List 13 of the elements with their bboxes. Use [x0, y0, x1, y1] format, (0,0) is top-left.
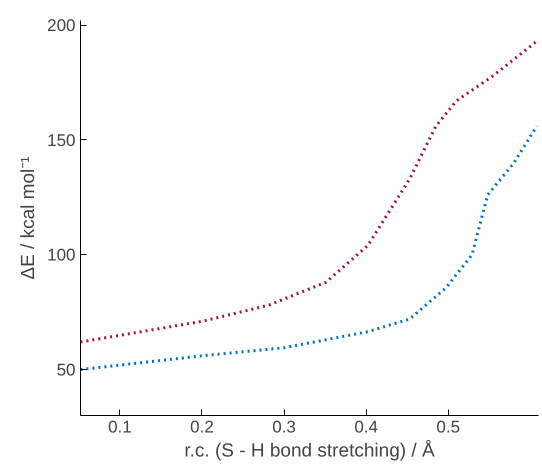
line-series — [80, 40, 538, 344]
y-axis-title: ΔE / kcal mol⁻¹ — [18, 156, 40, 280]
y-tick-label: 50 — [56, 360, 76, 380]
y-tick-label: 100 — [47, 246, 76, 265]
x-tick-label: 0.3 — [272, 418, 296, 436]
x-tick-label: 0.4 — [354, 418, 378, 436]
line-series — [80, 124, 538, 372]
x-axis-title: r.c. (S - H bond stretching) / Å — [184, 440, 435, 462]
x-tick-label: 0.1 — [108, 418, 132, 436]
y-tick-label: 150 — [47, 130, 76, 150]
x-tick-label: 0.5 — [436, 418, 460, 436]
x-tick-label: 0.2 — [190, 418, 214, 436]
y-tick-label: 200 — [47, 16, 76, 36]
